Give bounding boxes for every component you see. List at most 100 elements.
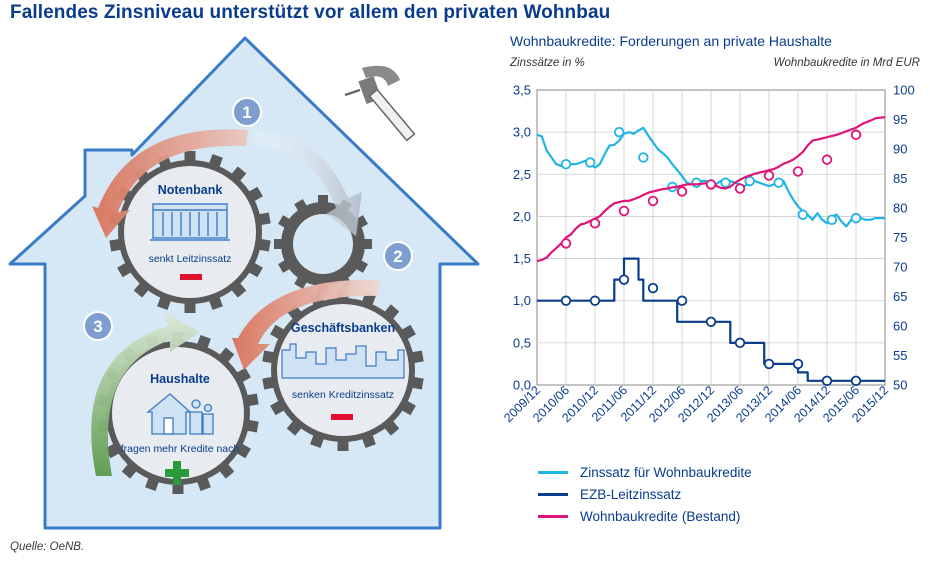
minus-icon: [331, 414, 353, 420]
series-marker-2: [705, 179, 717, 190]
gear-tooth: [257, 238, 271, 252]
gear-tooth: [247, 186, 263, 202]
line-chart: 0,0 0,5 1,0 1,5 2,0 2,5 3,0 3,5 50 55 60 65 70 75 80 85…: [501, 83, 915, 426]
gear-tooth: [257, 212, 271, 226]
y-tick-right: 60: [893, 319, 907, 334]
plus-icon: [165, 461, 189, 485]
hammer-icon: [344, 65, 416, 142]
page-title: Fallendes Zinsniveau unterstützt vor all…: [10, 2, 611, 23]
series-marker-2: [792, 166, 804, 177]
series-marker-2: [560, 238, 572, 249]
step-label-geschaeftsbanken: Geschäftsbanken: [291, 321, 395, 335]
series-marker-1: [705, 316, 717, 327]
series-marker-0: [826, 214, 838, 226]
step-number-2: 2: [393, 247, 402, 266]
gear-tooth: [109, 238, 123, 252]
series-marker-0: [720, 177, 731, 188]
legend-item-wohnbaukredite: Wohnbaukredite (Bestand): [538, 506, 752, 527]
gear-tooth: [230, 166, 247, 182]
series-marker-1: [821, 375, 833, 386]
gear-tooth: [337, 440, 349, 451]
step-badge-1: 1: [232, 97, 262, 127]
y-tick-left: 3,5: [513, 83, 531, 98]
step-text-notenbank: senkt Leitzinssatz: [149, 253, 232, 265]
series-marker-0: [638, 152, 649, 163]
series-marker-1: [734, 337, 746, 349]
legend-item-ezb: EZB-Leitzinssatz: [538, 484, 752, 505]
legend-label-wohnbaukredite: Wohnbaukredite (Bestand): [580, 509, 741, 524]
series-marker-1: [763, 358, 775, 370]
gear-tooth: [318, 195, 328, 204]
y-tick-left: 2,0: [513, 209, 531, 224]
legend-item-zinssatz: Zinssatz für Wohnbaukredite: [538, 462, 752, 483]
y-tick-right: 80: [893, 201, 907, 216]
series-marker-0: [560, 158, 572, 170]
series-marker-1: [792, 358, 804, 370]
y-axis-left-label: Zinssätze in %: [510, 57, 585, 69]
y-tick-right: 55: [893, 348, 907, 363]
series-marker-2: [647, 195, 659, 207]
y-tick-right: 50: [893, 378, 907, 393]
series-marker-0: [850, 212, 862, 224]
gear-tooth: [117, 262, 133, 278]
house-infographic: 1 2 3 Notenbank senkt Leitzinssatz Gesch…: [8, 36, 480, 530]
y-tick-right: 85: [893, 171, 907, 186]
chart-panel: Wohnbaukredite: Forderungen an private H…: [490, 0, 930, 563]
y-tick-left: 1,0: [513, 293, 531, 308]
y-tick-right: 65: [893, 289, 907, 304]
gear-tooth: [184, 302, 196, 313]
gear-tooth: [172, 483, 184, 494]
gear-tooth: [230, 282, 247, 298]
y-tick-right: 70: [893, 260, 907, 275]
series-marker-2: [734, 183, 746, 194]
legend-label-zinssatz: Zinssatz für Wohnbaukredite: [580, 465, 752, 480]
series-marker-2: [618, 205, 630, 217]
y-tick-right: 100: [893, 83, 915, 98]
chart-title: Wohnbaukredite: Forderungen an private H…: [510, 33, 832, 49]
legend-swatch-wohnbaukredite: [538, 515, 568, 518]
series-marker-0: [613, 126, 625, 138]
legend-swatch-zinssatz: [538, 471, 568, 474]
series-marker-0: [773, 177, 784, 188]
arrow-step-2: [232, 279, 380, 370]
gear-tooth: [247, 262, 263, 278]
step-number-1: 1: [242, 103, 251, 122]
y-tick-left: 0,0: [513, 378, 531, 393]
gear-tooth: [208, 154, 223, 169]
series-marker-1: [647, 282, 659, 294]
family-house-icon: [146, 393, 214, 435]
gear-tooth: [363, 239, 372, 249]
y-tick-right: 90: [893, 142, 907, 157]
step-number-3: 3: [93, 317, 102, 336]
step-text-haushalte: fragen mehr Kredite nach: [121, 443, 240, 455]
y-tick-left: 1,5: [513, 251, 531, 266]
series-marker-1: [560, 295, 572, 306]
gear-tooth: [208, 295, 223, 310]
series-marker-2: [676, 186, 688, 197]
legend-label-ezb: EZB-Leitzinssatz: [580, 487, 682, 502]
y-tick-right: 75: [893, 230, 907, 245]
series-marker-1: [589, 295, 601, 306]
gear-tooth: [184, 151, 196, 162]
arrow-step-3: [91, 312, 200, 476]
step-label-haushalte: Haushalte: [150, 372, 210, 386]
series-marker-2: [589, 218, 601, 229]
y-tick-left: 2,5: [513, 167, 531, 182]
gear-tooth: [133, 282, 150, 298]
series-marker-0: [797, 209, 809, 220]
source-note: Quelle: OeNB.: [10, 541, 85, 553]
step-label-notenbank: Notenbank: [158, 183, 223, 197]
y-tick-right: 95: [893, 112, 907, 127]
series-marker-1: [850, 375, 862, 386]
series-marker-2: [821, 154, 833, 165]
series-marker-1: [676, 295, 688, 306]
step-badge-3: 3: [83, 311, 113, 341]
minus-icon: [180, 274, 202, 280]
step-text-geschaeftsbanken: senken Kreditzinssatz: [292, 389, 394, 401]
gear-tooth: [274, 239, 283, 249]
legend-swatch-ezb: [538, 493, 568, 496]
skyline-icon: [281, 343, 405, 379]
series-marker-1: [618, 274, 630, 285]
y-tick-left: 3,0: [513, 125, 531, 140]
y-axis-right-label: Wohnbaukredite in Mrd EUR: [773, 57, 920, 69]
